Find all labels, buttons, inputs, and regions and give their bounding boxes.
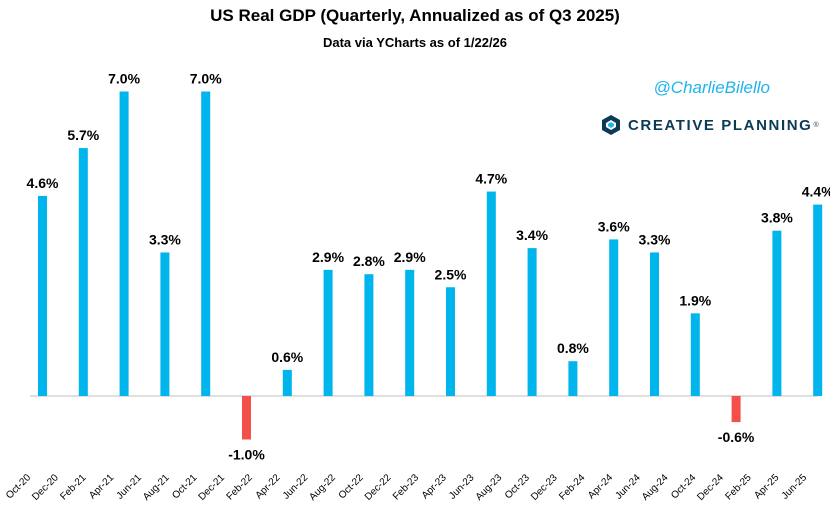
x-tick-label: Feb-22 <box>225 472 255 502</box>
bar <box>772 230 782 396</box>
bar-value-label: 7.0% <box>108 71 140 87</box>
x-tick-label: Oct-22 <box>337 472 366 501</box>
bar-value-label: 3.4% <box>516 227 548 243</box>
bar <box>242 396 251 440</box>
bar <box>609 239 619 396</box>
x-tick-label: Apr-22 <box>254 472 283 501</box>
x-tick-label: Oct-20 <box>4 472 33 501</box>
bar <box>119 91 129 396</box>
x-tick-label: Dec-24 <box>695 472 726 503</box>
bar <box>690 313 700 396</box>
bar-value-label: 3.3% <box>639 231 671 247</box>
bar-value-label: 3.3% <box>149 231 181 247</box>
x-tick-label: Aug-22 <box>307 472 338 503</box>
chart-subtitle: Data via YCharts as of 1/22/26 <box>322 35 508 50</box>
bar-value-label: 0.6% <box>271 349 303 365</box>
bar-value-label: 2.9% <box>312 249 344 265</box>
x-tick-label: Jun-24 <box>613 472 643 502</box>
bar <box>364 274 374 396</box>
x-tick-label: Aug-21 <box>141 472 172 503</box>
bar-value-label: -1.0% <box>228 447 265 463</box>
x-tick-label: Jun-21 <box>115 472 145 502</box>
bar <box>486 191 496 396</box>
bar <box>650 252 659 396</box>
bar <box>201 91 211 396</box>
x-tick-label: Dec-22 <box>363 472 394 503</box>
bar-value-label: 2.9% <box>394 249 426 265</box>
bar-value-label: 2.8% <box>353 253 385 269</box>
bar-value-label: 4.6% <box>27 175 59 191</box>
author-handle: @CharlieBilello <box>653 78 770 97</box>
x-tick-label: Apr-21 <box>87 472 116 501</box>
bar <box>446 287 455 396</box>
x-tick-label: Feb-24 <box>557 472 587 502</box>
creative-planning-logo-icon <box>602 115 620 135</box>
x-tick-label: Apr-25 <box>752 472 781 501</box>
x-tick-label: Aug-23 <box>474 472 505 503</box>
brand-name: CREATIVE PLANNING <box>628 116 813 134</box>
bar-value-label: 4.4% <box>802 184 830 200</box>
x-tick-label: Aug-24 <box>640 472 671 503</box>
bar-value-label: 2.5% <box>435 266 467 282</box>
bar <box>282 369 292 396</box>
x-tick-label: Dec-23 <box>529 472 560 503</box>
x-tick-label: Apr-24 <box>586 472 615 501</box>
x-tick-label: Feb-21 <box>58 472 88 502</box>
x-tick-label: Oct-21 <box>170 472 199 501</box>
brand-block: CREATIVE PLANNING ® <box>600 114 819 136</box>
x-tick-label: Jun-22 <box>281 472 311 502</box>
x-tick-label: Oct-24 <box>669 472 698 501</box>
bar <box>405 269 415 396</box>
bar-value-label: 5.7% <box>67 127 99 143</box>
x-tick-label: Jun-23 <box>447 472 477 502</box>
x-tick-label: Feb-23 <box>391 472 421 502</box>
bar <box>323 269 333 396</box>
bar <box>813 204 823 396</box>
x-tick-label: Dec-20 <box>30 472 61 503</box>
bar-value-label: 3.8% <box>761 210 793 226</box>
bar-value-label: 3.6% <box>598 218 630 234</box>
chart-title: US Real GDP (Quarterly, Annualized as of… <box>210 6 620 25</box>
bar-value-label: 7.0% <box>190 71 222 87</box>
bar <box>527 248 537 396</box>
registered-mark: ® <box>813 121 819 129</box>
x-tick-label: Oct-23 <box>503 472 532 501</box>
x-tick-label: Feb-25 <box>724 472 754 502</box>
bar <box>160 252 170 396</box>
x-tick-label: Dec-21 <box>197 472 228 503</box>
bar <box>731 396 741 423</box>
bar-value-label: 0.8% <box>557 340 589 356</box>
bar <box>78 148 88 396</box>
bar <box>38 195 47 396</box>
x-tick-label: Jun-25 <box>780 472 810 502</box>
bar-value-label: -0.6% <box>718 429 755 445</box>
bar-value-label: 4.7% <box>475 171 507 187</box>
bar-value-label: 1.9% <box>679 292 711 308</box>
bar <box>568 361 578 396</box>
x-tick-label: Apr-23 <box>420 472 449 501</box>
